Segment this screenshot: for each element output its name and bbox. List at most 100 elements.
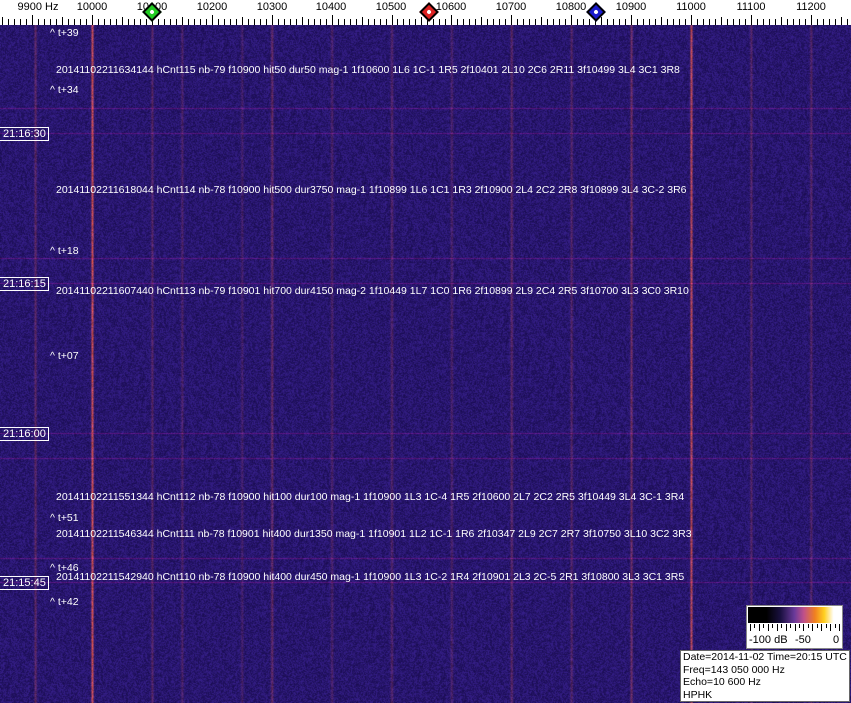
offset-marker: ^ t+34 [50,84,79,96]
ruler-tick [787,19,788,25]
ruler-tick [62,17,63,25]
ruler-tick [541,17,542,25]
ruler-tick [493,19,494,25]
colorbar-tick [816,624,818,628]
ruler-tick [362,17,363,25]
offset-marker: ^ t+51 [50,512,79,524]
colorbar-tick [763,624,765,628]
ruler-tick [643,19,644,25]
info-datetime: Date=2014-11-02 Time=20:15 UTC [683,651,847,663]
detection-line: 20141102211634144 hCnt115 nb-79 f10900 h… [56,64,680,76]
colorbar-tick [781,624,783,628]
offset-marker: ^ t+42 [50,596,79,608]
ruler-tick [98,19,99,25]
colorbar-tick [794,624,796,631]
ruler-tick [332,15,333,25]
ruler-tick [535,19,536,25]
detection-line: 20141102211546344 hCnt111 nb-78 f10901 h… [56,528,692,540]
colorbar-label: -100 dB [749,634,788,646]
ruler-tick [92,15,93,25]
ruler-tick [619,19,620,25]
ruler-tick [445,19,446,25]
color-scale-bar[interactable]: -100 dB -50 0 [746,605,843,649]
ruler-tick [517,19,518,25]
ruler-tick [380,19,381,25]
ruler-tick [577,19,578,25]
ruler-tick [721,17,722,25]
ruler-tick [128,19,129,25]
ruler-tick [835,19,836,25]
time-label: 21:15:45 [0,576,49,590]
ruler-tick [451,15,452,25]
ruler-tick [733,19,734,25]
colorbar-label: 0 [833,634,840,646]
ruler-tick [8,19,9,25]
colorbar-tick [803,624,805,631]
ruler-tick [661,17,662,25]
ruler-tick [182,17,183,25]
ruler-tick [847,19,848,25]
ruler-tick [439,19,440,25]
colorbar-tick [772,624,774,628]
ruler-tick [697,19,698,25]
ruler-tick [260,19,261,25]
ruler-tick [356,19,357,25]
ruler-tick [649,19,650,25]
ruler-tick [350,19,351,25]
colorbar-tick [754,624,756,628]
colorbar-tick [776,624,778,631]
ruler-tick [194,19,195,25]
ruler-tick [397,19,398,25]
ruler-tick [475,19,476,25]
ruler-tick [206,19,207,25]
offset-marker: ^ t+39 [50,27,79,39]
ruler-tick [134,19,135,25]
ruler-tick [763,19,764,25]
ruler-tick [601,17,602,25]
ruler-tick [631,15,632,25]
ruler-tick [547,19,548,25]
ruler-tick [122,17,123,25]
ruler-tick [308,19,309,25]
time-label: 21:16:15 [0,277,49,291]
ruler-tick [386,19,387,25]
ruler-tick [637,19,638,25]
offset-marker: ^ t+18 [50,245,79,257]
colorbar-tick [834,624,836,628]
spectrogram-waterfall[interactable] [0,25,851,703]
ruler-tick [296,19,297,25]
ruler-tick [487,19,488,25]
ruler-tick [511,15,512,25]
ruler-tick [583,19,584,25]
freq-label: 10000 [76,1,108,13]
ruler-tick [715,19,716,25]
ruler-tick [140,19,141,25]
ruler-tick [427,19,428,25]
freq-label: 11100 [736,1,766,13]
ruler-tick [775,19,776,25]
ruler-tick [529,19,530,25]
ruler-tick [421,17,422,25]
ruler-tick [104,19,105,25]
ruler-tick [20,19,21,25]
freq-label: 10400 [315,1,347,13]
ruler-tick [457,19,458,25]
ruler-tick [248,19,249,25]
ruler-tick [799,19,800,25]
colorbar-tick [750,624,751,631]
ruler-tick [757,19,758,25]
ruler-tick [793,19,794,25]
ruler-tick [14,19,15,25]
offset-marker: ^ t+46 [50,562,79,574]
ruler-tick [481,17,482,25]
ruler-tick [44,19,45,25]
freq-label: 10200 [196,1,228,13]
freq-unit-label: 9900 Hz [17,1,59,13]
ruler-tick [727,19,728,25]
ruler-tick [679,19,680,25]
ruler-tick [116,19,117,25]
ruler-tick [823,19,824,25]
detection-line: 20141102211551344 hCnt112 nb-78 f10900 h… [56,491,685,503]
freq-label: 10900 [615,1,647,13]
ruler-tick [703,19,704,25]
